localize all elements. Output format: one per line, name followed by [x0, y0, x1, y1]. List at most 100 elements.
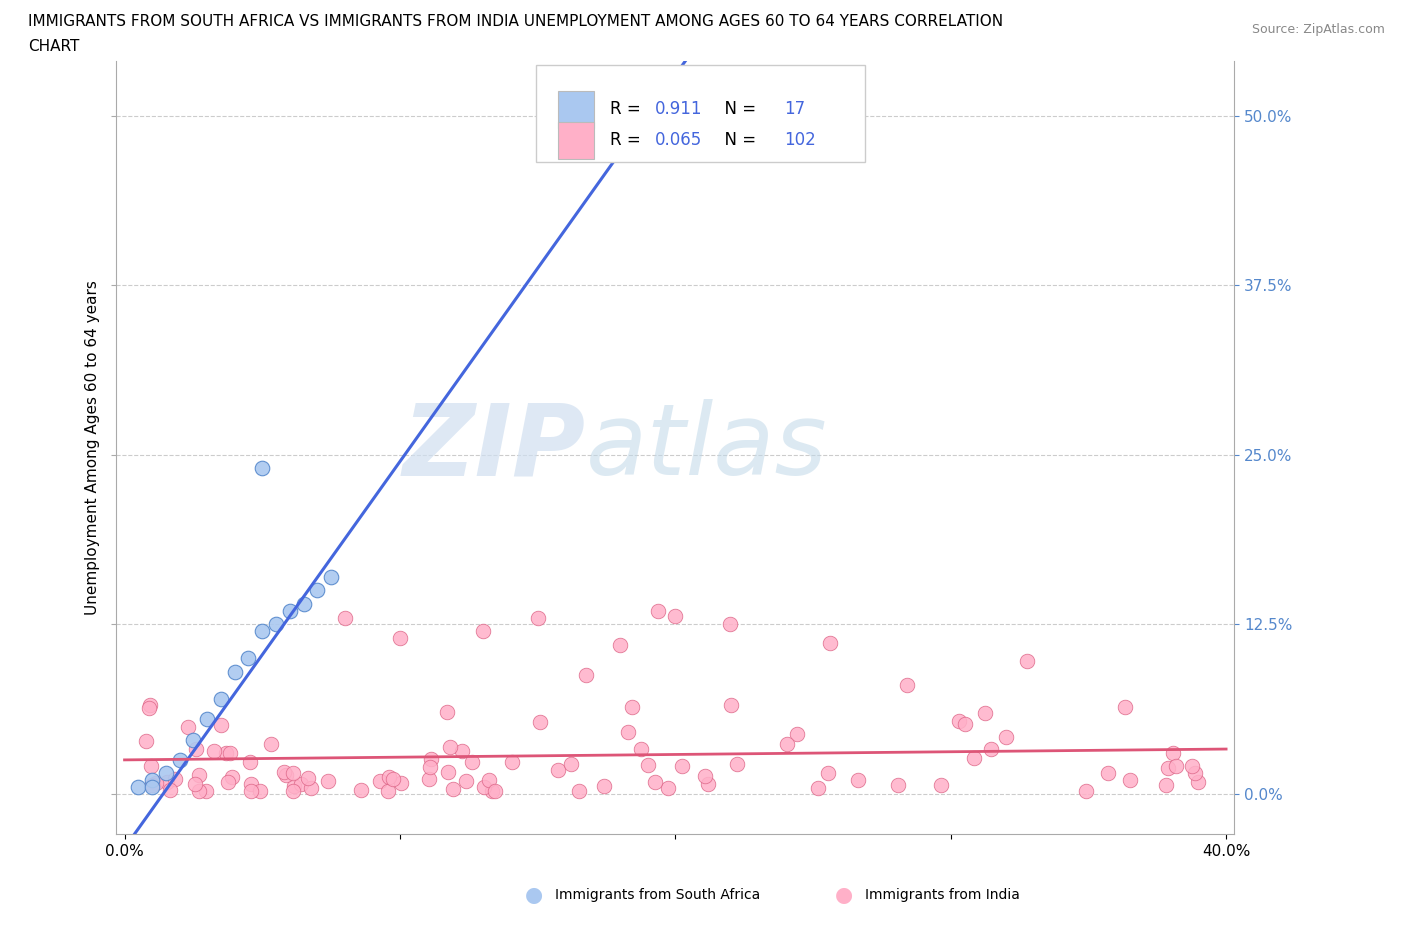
- Point: [1164, 759, 1187, 774]
- Point: [501, 755, 523, 770]
- Point: [568, 784, 591, 799]
- Point: [139, 698, 162, 713]
- Text: ZIP: ZIP: [404, 400, 586, 497]
- Point: [1154, 777, 1177, 792]
- Point: [209, 718, 232, 733]
- Text: atlas: atlas: [586, 400, 828, 497]
- Point: [221, 769, 243, 784]
- Point: [450, 743, 472, 758]
- Point: [1163, 745, 1185, 760]
- Point: [592, 778, 614, 793]
- Point: [439, 739, 461, 754]
- Point: [224, 664, 246, 679]
- Point: [316, 774, 339, 789]
- Point: [177, 719, 200, 734]
- Point: [238, 651, 260, 666]
- Point: [252, 461, 274, 476]
- Point: [620, 699, 643, 714]
- Point: [278, 604, 301, 618]
- Point: [671, 758, 693, 773]
- Point: [526, 610, 548, 625]
- Point: [560, 756, 582, 771]
- Point: [818, 636, 841, 651]
- Point: [350, 783, 373, 798]
- Point: [155, 766, 177, 781]
- Point: [547, 763, 569, 777]
- Point: [264, 617, 287, 631]
- Point: [436, 704, 458, 719]
- Point: [419, 759, 441, 774]
- Point: [441, 781, 464, 796]
- Point: [1181, 758, 1204, 773]
- Y-axis label: Unemployment Among Ages 60 to 64 years: Unemployment Among Ages 60 to 64 years: [86, 281, 100, 616]
- Point: [209, 691, 232, 706]
- Point: [786, 726, 808, 741]
- Point: [188, 768, 211, 783]
- Point: [1097, 766, 1119, 781]
- Point: [169, 752, 191, 767]
- Point: [637, 757, 659, 772]
- Point: [388, 631, 411, 645]
- Point: [183, 732, 205, 747]
- Point: [664, 608, 686, 623]
- Point: [471, 624, 494, 639]
- Point: [420, 751, 443, 766]
- Point: [195, 711, 218, 726]
- Point: [647, 604, 669, 618]
- Point: [217, 775, 239, 790]
- Text: Immigrants from South Africa: Immigrants from South Africa: [555, 887, 761, 902]
- Point: [477, 773, 499, 788]
- Text: R =: R =: [610, 131, 647, 150]
- Point: [575, 667, 598, 682]
- Text: CHART: CHART: [28, 39, 80, 54]
- Point: [141, 773, 163, 788]
- Point: [377, 784, 399, 799]
- Point: [138, 700, 160, 715]
- Point: [725, 757, 748, 772]
- Point: [135, 733, 157, 748]
- Point: [929, 777, 952, 792]
- FancyBboxPatch shape: [536, 65, 865, 162]
- Point: [194, 784, 217, 799]
- Point: [389, 776, 412, 790]
- Point: [292, 596, 315, 611]
- Point: [948, 713, 970, 728]
- Point: [1015, 654, 1038, 669]
- Point: [630, 741, 652, 756]
- Point: [156, 775, 179, 790]
- Text: IMMIGRANTS FROM SOUTH AFRICA VS IMMIGRANTS FROM INDIA UNEMPLOYMENT AMONG AGES 60: IMMIGRANTS FROM SOUTH AFRICA VS IMMIGRAN…: [28, 14, 1004, 29]
- Point: [281, 766, 304, 781]
- FancyBboxPatch shape: [558, 91, 593, 127]
- Text: ●: ●: [526, 884, 543, 905]
- Point: [283, 778, 305, 793]
- Text: 0.911: 0.911: [655, 100, 703, 118]
- Point: [980, 742, 1002, 757]
- Point: [529, 714, 551, 729]
- Point: [1187, 775, 1209, 790]
- Point: [370, 774, 392, 789]
- Point: [163, 771, 186, 786]
- Point: [846, 773, 869, 788]
- Point: [776, 737, 799, 751]
- Point: [437, 764, 460, 779]
- Point: [283, 784, 305, 799]
- Point: [252, 624, 274, 639]
- Text: 0.065: 0.065: [655, 131, 703, 150]
- Point: [887, 777, 910, 792]
- Point: [484, 784, 506, 799]
- Point: [273, 764, 295, 779]
- Point: [187, 784, 209, 799]
- Point: [472, 779, 495, 794]
- Point: [378, 769, 401, 784]
- Point: [239, 777, 262, 791]
- Point: [307, 583, 329, 598]
- Point: [609, 637, 631, 652]
- Point: [186, 741, 208, 756]
- Point: [240, 784, 263, 799]
- Point: [145, 776, 167, 790]
- Point: [141, 779, 163, 794]
- Point: [159, 783, 181, 798]
- Point: [807, 781, 830, 796]
- Point: [995, 729, 1018, 744]
- Text: N =: N =: [714, 100, 762, 118]
